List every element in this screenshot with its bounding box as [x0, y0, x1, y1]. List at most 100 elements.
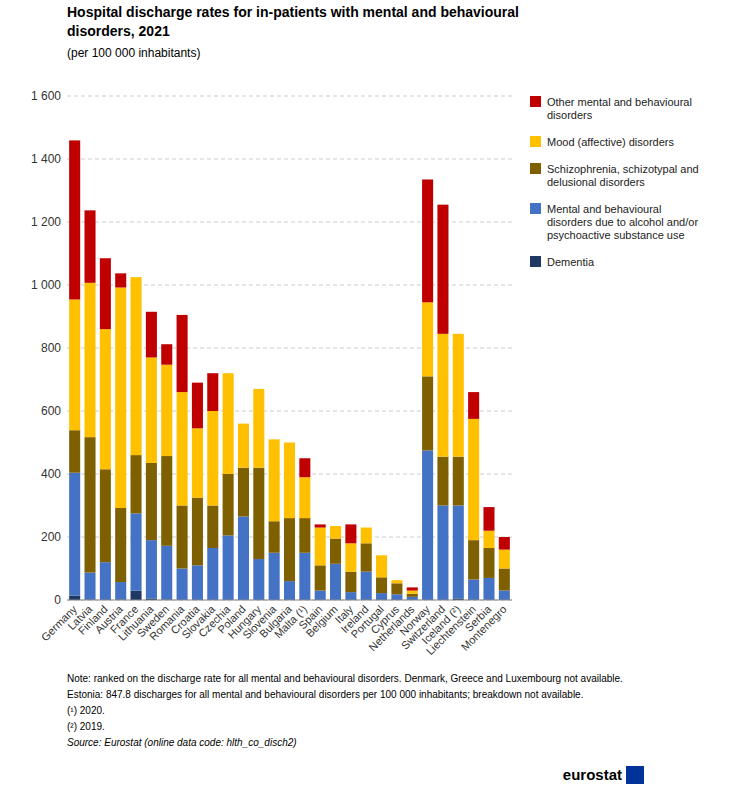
bar-segment — [376, 555, 387, 577]
bar-segment — [207, 548, 218, 600]
legend-swatch — [530, 136, 541, 147]
bar-segment — [115, 288, 126, 509]
bar-segment — [269, 521, 280, 553]
bar-segment — [468, 580, 479, 600]
bar-segment — [223, 373, 234, 374]
bar-segment — [207, 373, 218, 411]
bar-segment — [376, 555, 387, 556]
bar-segment — [131, 513, 142, 590]
bar-segment — [315, 591, 326, 600]
y-tick-label: 1 000 — [31, 278, 61, 292]
legend: Other mental and behaviouraldisorders Moo… — [530, 96, 699, 268]
bar-segment — [345, 543, 356, 571]
legend-label-line: Mental and behavioural — [547, 203, 661, 215]
grid-line — [67, 159, 512, 160]
note: Note: ranked on the discharge rate for a… — [67, 673, 623, 684]
bar-segment — [315, 565, 326, 590]
bar-segment — [146, 312, 157, 358]
x-tick-label: Montenegro — [459, 603, 509, 653]
legend-label-line: Dementia — [547, 256, 595, 268]
note: (¹) 2020. — [67, 705, 105, 716]
bar-segment — [161, 456, 172, 546]
bar-segment — [361, 543, 372, 571]
y-tick-label: 600 — [41, 404, 61, 418]
bar-segment — [131, 277, 142, 455]
note: Estonia: 847.8 discharges for all mental… — [67, 689, 583, 700]
bar-segment — [207, 506, 218, 549]
bar-segment — [422, 450, 433, 600]
bar-segment — [269, 439, 280, 521]
bar-segment — [100, 258, 111, 329]
bar-segment — [284, 443, 295, 519]
bar-segment — [361, 527, 372, 528]
legend-swatch — [530, 203, 541, 214]
grid-line — [67, 96, 512, 97]
y-tick-label: 0 — [54, 593, 61, 607]
bar-segment — [192, 498, 203, 566]
bar-segment — [238, 468, 249, 517]
legend-label-line: Schizophrenia, schizotypal and — [547, 163, 699, 175]
bar-segment — [284, 581, 295, 600]
bar-segment — [269, 439, 280, 440]
title-line: Hospital discharge rates for in-patients… — [67, 4, 519, 20]
note: Source: Eurostat (online data code: hlth… — [67, 737, 297, 748]
bar-segment — [407, 594, 418, 597]
title-line: disorders, 2021 — [67, 23, 170, 39]
bar-segment — [437, 506, 448, 601]
bar-segment — [499, 537, 510, 550]
legend-swatch — [530, 163, 541, 174]
bar-segment — [453, 506, 464, 599]
bar-segment — [330, 564, 341, 600]
note: (²) 2019. — [67, 721, 105, 732]
bar-segment — [422, 376, 433, 450]
bar-segment — [69, 430, 80, 473]
bar-segment — [453, 457, 464, 506]
bar-segment — [253, 559, 264, 600]
y-tick-label: 1 600 — [31, 89, 61, 103]
bar-segment — [192, 565, 203, 600]
bar-segment — [437, 205, 448, 334]
bar-segment — [437, 334, 448, 457]
title: Hospital discharge rates for in-patients… — [67, 4, 519, 39]
bar-segment — [115, 582, 126, 599]
legend-label-line: disorders due to alcohol and/or — [547, 216, 698, 228]
bar-segment — [177, 315, 188, 392]
bar-segment — [100, 329, 111, 469]
bar-segment — [499, 550, 510, 569]
bar-segment — [345, 524, 356, 543]
bar-segment — [299, 477, 310, 518]
bar-segment — [100, 469, 111, 562]
grid-line — [67, 600, 512, 601]
bar-segment — [391, 583, 402, 594]
bar-segment — [161, 365, 172, 456]
bar-segment — [483, 507, 494, 531]
chart: Hospital discharge rates for in-patients… — [0, 0, 741, 796]
y-tick-label: 1 400 — [31, 152, 61, 166]
bar-segment — [84, 573, 95, 600]
bar-segment — [391, 580, 402, 581]
subtitle: (per 100 000 inhabitants) — [67, 46, 200, 60]
grid — [67, 96, 512, 600]
x-tick-label: Belgium — [303, 603, 340, 640]
bar-segment — [223, 474, 234, 535]
bar-segment — [84, 210, 95, 282]
legend-label-line: psychoactive substance use — [547, 229, 685, 241]
bar-segment — [330, 525, 341, 526]
bar-segment — [468, 540, 479, 579]
legend-label-line: Mood (affective) disorders — [547, 136, 674, 148]
legend-label: Other mental and behaviouraldisorders — [547, 96, 692, 121]
bar-segment — [69, 140, 80, 299]
bar-segment — [146, 463, 157, 540]
bar-segment — [131, 277, 142, 278]
legend-swatch — [530, 256, 541, 267]
bar-segment — [192, 383, 203, 429]
bar-segment — [238, 423, 249, 424]
bar-segment — [299, 458, 310, 477]
bar-segment — [422, 179, 433, 302]
legend-label: Mental and behaviouraldisorders due to a… — [547, 203, 698, 241]
bar-segment — [100, 562, 111, 600]
bar-segment — [483, 548, 494, 578]
bar-segment — [361, 528, 372, 544]
legend-label-line: Other mental and behavioural — [547, 96, 692, 108]
bar-segment — [407, 591, 418, 594]
